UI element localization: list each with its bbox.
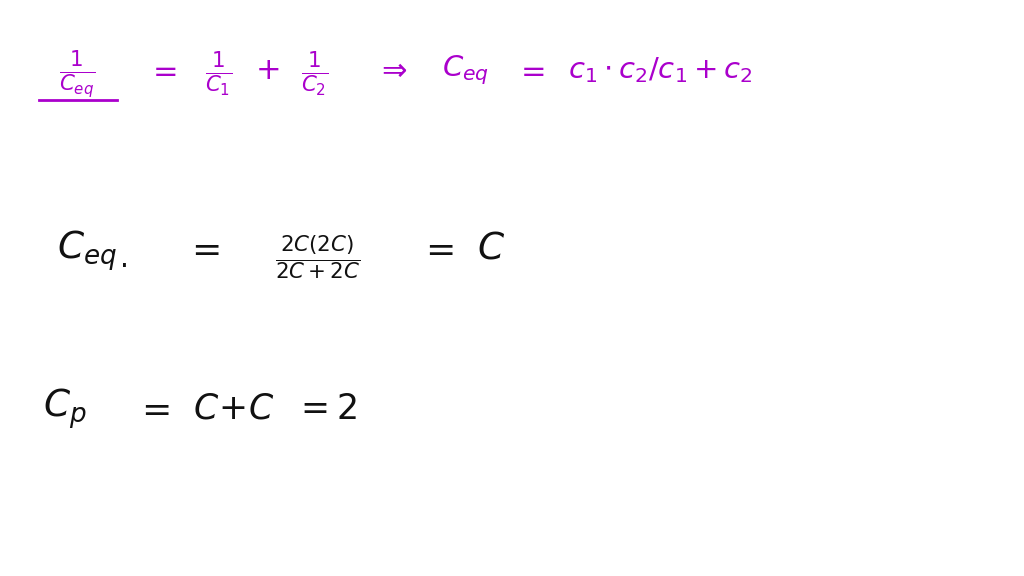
Text: .: . xyxy=(121,245,129,273)
Text: $=2$: $=2$ xyxy=(294,392,357,426)
Text: $=$: $=$ xyxy=(419,232,454,266)
Text: $C\!+\!C$: $C\!+\!C$ xyxy=(193,392,274,426)
Text: $C_{eq}$: $C_{eq}$ xyxy=(57,228,117,273)
Text: $c_1 \cdot c_2 / c_1 + c_2$: $c_1 \cdot c_2 / c_1 + c_2$ xyxy=(568,55,753,85)
Text: $\frac{1}{C_1}$: $\frac{1}{C_1}$ xyxy=(205,50,231,100)
Text: $\frac{1}{C_{eq}}$: $\frac{1}{C_{eq}}$ xyxy=(58,49,95,101)
Text: $+$: $+$ xyxy=(255,56,280,85)
Text: $=$: $=$ xyxy=(515,56,546,85)
Text: $C_p$: $C_p$ xyxy=(43,386,86,431)
Text: $\Rightarrow$: $\Rightarrow$ xyxy=(376,56,409,85)
Text: $=$: $=$ xyxy=(184,232,219,266)
Text: $\frac{2C(2C)}{2C+2C}$: $\frac{2C(2C)}{2C+2C}$ xyxy=(274,233,360,281)
Text: $C$: $C$ xyxy=(477,231,506,267)
Text: $\frac{1}{C_2}$: $\frac{1}{C_2}$ xyxy=(301,50,328,100)
Text: $=$: $=$ xyxy=(134,392,169,426)
Text: $C_{eq}$: $C_{eq}$ xyxy=(442,54,489,87)
Text: $=$: $=$ xyxy=(146,56,177,85)
